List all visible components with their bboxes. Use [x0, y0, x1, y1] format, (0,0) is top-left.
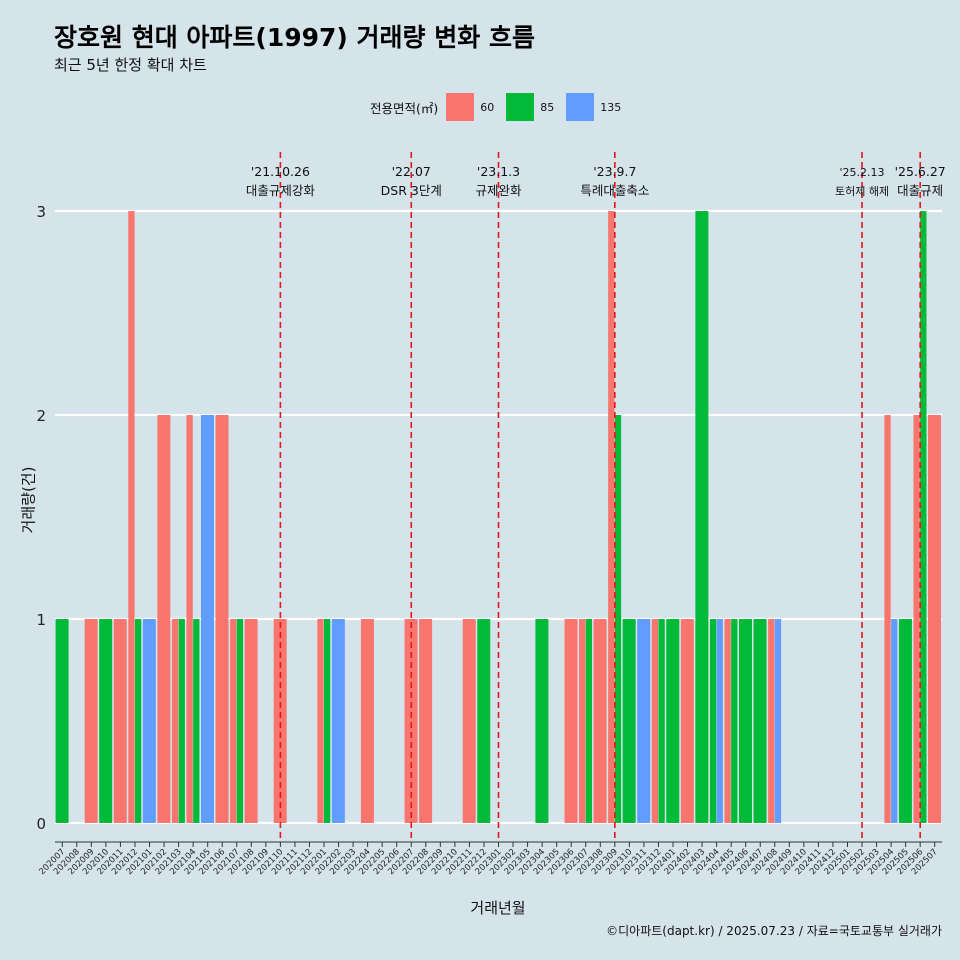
bar-85-202312 [658, 619, 665, 823]
bar-60-202402 [680, 619, 694, 823]
bar-85-202310 [622, 619, 636, 823]
bar-60-202110 [273, 619, 287, 823]
legend-key-135 [566, 93, 595, 121]
y-tick-label: 1 [36, 611, 46, 629]
bar-135-202311 [637, 619, 651, 823]
event-label: 특례대출축소 [580, 183, 649, 198]
event-label: 대출규제강화 [246, 183, 316, 198]
event-date: '25.6.27 [895, 164, 946, 179]
chart-title: 장호원 현대 아파트(1997) 거래량 변화 흐름 [54, 23, 535, 52]
event-date: '25.2.13 [840, 166, 885, 179]
bar-85-202506 [920, 211, 927, 823]
legend-label-135: 135 [600, 100, 622, 114]
chart-subtitle: 최근 5년 한정 확대 차트 [54, 56, 207, 74]
bar-85-202103 [178, 619, 185, 823]
bar-60-202201 [317, 619, 324, 823]
bar-85-202404 [709, 619, 717, 823]
event-date: '21.10.26 [251, 164, 310, 179]
bar-85-202309 [614, 415, 622, 823]
bar-85-202505 [898, 619, 912, 823]
y-axis-label: 거래량(건) [19, 466, 38, 534]
bar-85-202010 [99, 619, 113, 823]
bar-135-202408 [774, 619, 782, 823]
bar-60-202107 [230, 619, 237, 823]
bar-85-202304 [535, 619, 549, 823]
bar-60-202506 [913, 415, 920, 823]
bar-85-202403 [695, 211, 709, 823]
legend-key-85 [506, 93, 535, 121]
event-date: '23.1.3 [477, 164, 520, 179]
x-axis-label: 거래년월 [470, 899, 526, 917]
bar-85-202406 [739, 619, 752, 823]
bar-85-202407 [753, 619, 767, 823]
bar-60-202204 [360, 619, 374, 823]
legend-label-85: 85 [540, 100, 555, 114]
bar-60-202405 [724, 619, 731, 823]
bar-85-202201 [324, 619, 331, 823]
source-footer: ©디아파트(dapt.kr) / 2025.07.23 / 자료=국토교통부 실… [606, 924, 942, 938]
legend-key-60 [446, 93, 475, 121]
bar-60-202012 [128, 211, 135, 823]
bar-135-202504 [891, 619, 898, 823]
bar-60-202306 [564, 619, 578, 823]
bar-60-202312 [651, 619, 659, 823]
bar-60-202211 [462, 619, 476, 823]
bar-85-202307 [585, 619, 593, 823]
event-label: DSR 3단계 [381, 183, 442, 198]
bar-135-202105 [200, 415, 214, 823]
bar-60-202106 [215, 415, 229, 823]
legend-title: 전용면적(㎡) [370, 100, 439, 116]
bar-135-202202 [331, 619, 345, 823]
event-label: 규제완화 [475, 183, 522, 198]
y-tick-label: 0 [36, 815, 46, 833]
bar-60-202507 [928, 415, 942, 823]
bar-60-202108 [244, 619, 258, 823]
legend: 전용면적(㎡) 60 85 135 [370, 93, 633, 121]
event-label: 대출규제 [897, 183, 943, 198]
y-tick-label: 3 [36, 203, 46, 221]
bar-135-202101 [142, 619, 156, 823]
bar-85-202405 [731, 619, 738, 823]
bar-60-202308 [593, 619, 607, 823]
bar-60-202104 [186, 415, 193, 823]
bar-60-202103 [171, 619, 179, 823]
bar-85-202212 [477, 619, 491, 823]
legend-label-60: 60 [480, 100, 495, 114]
bar-60-202011 [113, 619, 127, 823]
bar-60-202207 [404, 619, 418, 823]
event-label: 토허제 해제 [835, 184, 889, 198]
bar-85-202107 [236, 619, 244, 823]
bar-60-202408 [768, 619, 775, 823]
event-date: '23.9.7 [593, 164, 636, 179]
bar-60-202309 [608, 211, 615, 823]
bar-85-202007 [55, 619, 69, 823]
bar-85-202012 [134, 619, 142, 823]
bar-60-202009 [84, 619, 98, 823]
bar-135-202404 [716, 619, 723, 823]
bar-60-202208 [419, 619, 433, 823]
bar-85-202401 [666, 619, 680, 823]
bar-60-202307 [579, 619, 586, 823]
event-date: '22.07 [392, 164, 431, 179]
bar-85-202104 [193, 619, 200, 823]
bar-60-202102 [157, 415, 171, 823]
bar-60-202504 [884, 415, 891, 823]
y-tick-label: 2 [36, 407, 46, 425]
